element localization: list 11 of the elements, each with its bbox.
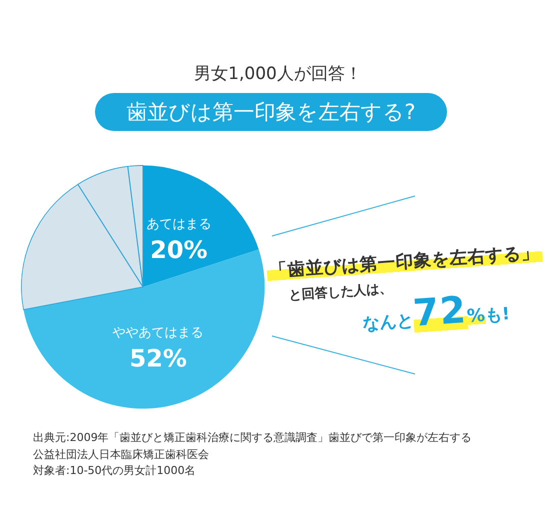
chart-subtitle: 男女1,000人が回答！ xyxy=(193,63,363,85)
text: と回答した人は、 xyxy=(288,281,393,304)
text: 出典元:2009年「歯並びと矯正歯科治療に関する意識調査」歯並びで第一印象が左右する xyxy=(33,430,472,446)
data-label: 20% xyxy=(150,236,208,264)
slice-label: あてはまる xyxy=(146,217,212,232)
data-label: 52% xyxy=(129,344,187,372)
text: 公益社団法人日本臨床矯正歯科医会 xyxy=(33,446,210,462)
text: 対象者:10-50代の男女計1000名 xyxy=(33,463,197,479)
slice-label: ややあてはまる xyxy=(112,325,204,340)
text: 「歯並びは第一印象を左右する」 xyxy=(266,240,543,283)
chart-title: 歯並びは第一印象を左右する? xyxy=(95,93,447,131)
